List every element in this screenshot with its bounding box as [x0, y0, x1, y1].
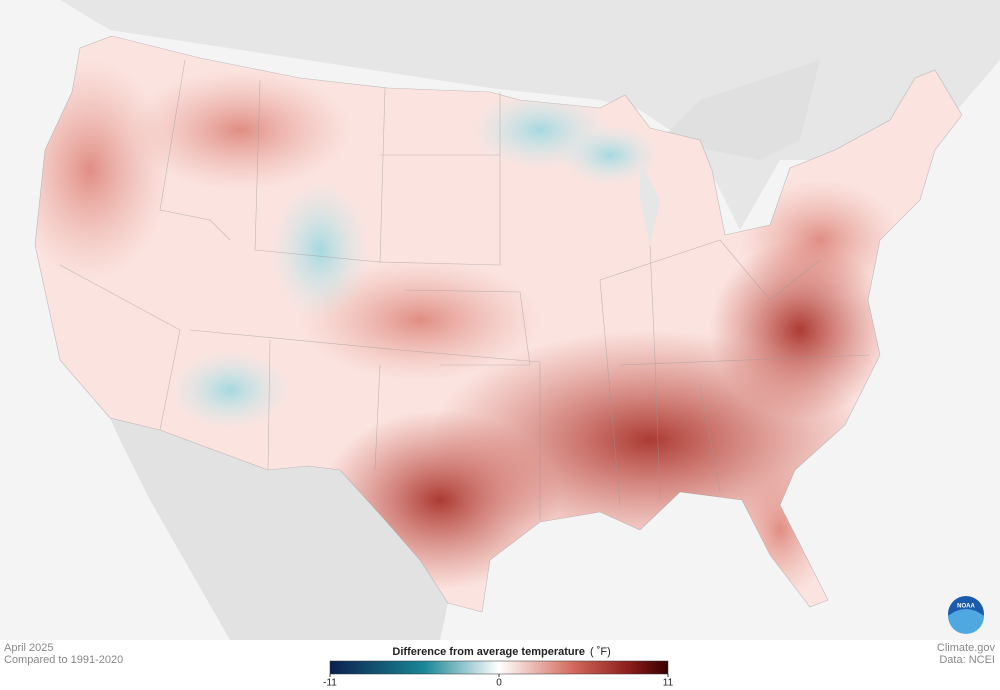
- legend-title: Difference from average temperature: [392, 646, 585, 658]
- date-label: April 2025: [4, 642, 54, 654]
- baseline-label: Compared to 1991-2020: [4, 654, 123, 666]
- mexico: [110, 418, 448, 640]
- colorbar-tick-label: -11: [323, 678, 337, 689]
- source-label: Climate.gov: [937, 642, 996, 654]
- colorbar: [329, 660, 669, 675]
- colorbar-tick-label: 11: [663, 678, 674, 689]
- canada: [60, 0, 1000, 230]
- great-lakes-land: [660, 60, 820, 160]
- noaa-logo: NOAA: [948, 596, 984, 634]
- data-credit: Data: NCEI: [939, 654, 995, 666]
- colorbar-tick-label: 0: [496, 678, 502, 689]
- logo-text: NOAA: [957, 604, 975, 610]
- legend-unit: ( ˚F): [590, 646, 611, 658]
- state-borders: [59, 59, 871, 520]
